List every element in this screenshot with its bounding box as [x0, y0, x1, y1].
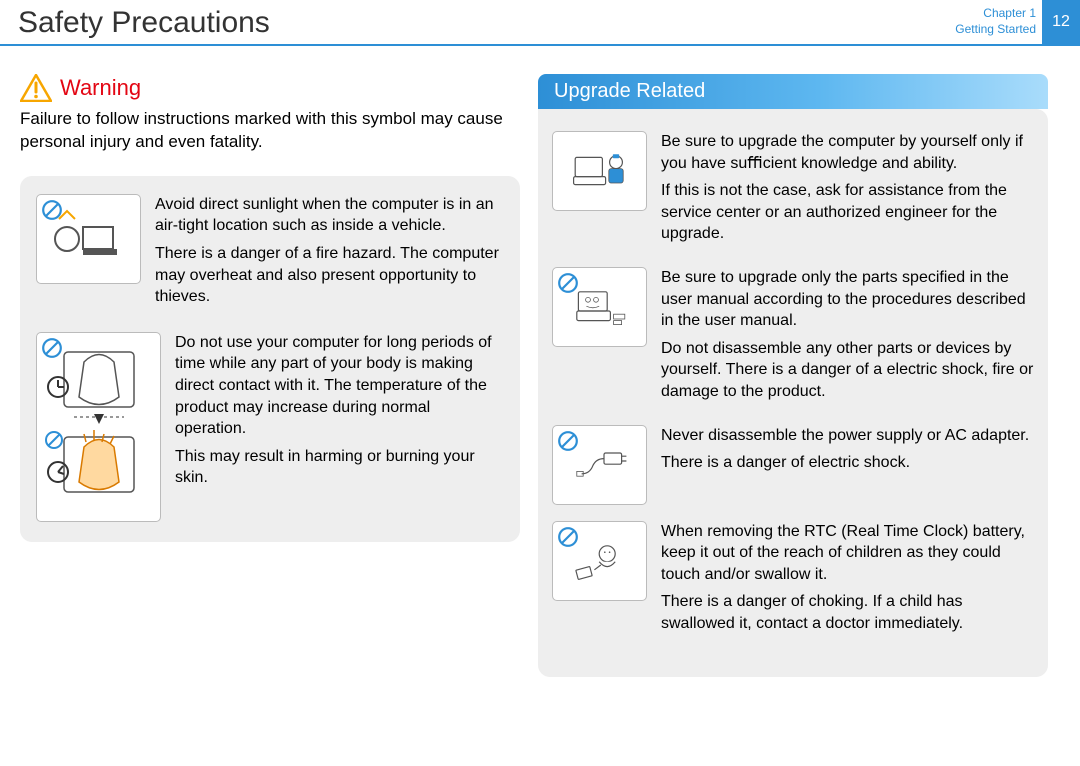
- entry-text: Do not use your computer for long period…: [175, 332, 504, 522]
- chapter-line-2: Getting Started: [955, 22, 1036, 38]
- right-panel: Be sure to upgrade the computer by yours…: [538, 109, 1048, 677]
- entry-paragraph: Do not disassemble any other parts or de…: [661, 338, 1040, 403]
- safety-entry: Be sure to upgrade only the parts speciﬁ…: [552, 267, 1040, 409]
- safety-entry: Never disassemble the power supply or AC…: [552, 425, 1040, 505]
- safety-entry: Be sure to upgrade the computer by yours…: [552, 131, 1040, 251]
- left-column: Warning Failure to follow instructions m…: [20, 74, 520, 677]
- entry-paragraph: There is a danger of electric shock.: [661, 452, 1029, 474]
- entry-text: Never disassemble the power supply or AC…: [661, 425, 1029, 505]
- page-header: Safety Precautions Chapter 1 Getting Sta…: [0, 0, 1080, 46]
- left-panel: Avoid direct sunlight when the computer …: [20, 176, 520, 542]
- warning-triangle-icon: [20, 74, 52, 102]
- entry-paragraph: Avoid direct sunlight when the computer …: [155, 194, 504, 237]
- page-title: Safety Precautions: [0, 0, 270, 44]
- adapter-icon: [552, 425, 647, 505]
- entry-text: Be sure to upgrade only the parts speciﬁ…: [661, 267, 1040, 409]
- header-right: Chapter 1 Getting Started 12: [955, 0, 1080, 44]
- entry-text: Be sure to upgrade the computer by yours…: [661, 131, 1040, 251]
- entry-paragraph: Never disassemble the power supply or AC…: [661, 425, 1029, 447]
- section-header: Upgrade Related: [538, 74, 1048, 109]
- entry-paragraph: There is a danger of choking. If a child…: [661, 591, 1040, 634]
- parts-icon: [552, 267, 647, 347]
- warning-header: Warning: [20, 74, 520, 102]
- warning-subtitle: Failure to follow instructions marked wi…: [20, 108, 520, 154]
- page-number-badge: 12: [1042, 0, 1080, 45]
- safety-entry: Avoid direct sunlight when the computer …: [36, 194, 504, 314]
- content-area: Warning Failure to follow instructions m…: [0, 46, 1080, 677]
- entry-paragraph: When removing the RTC (Real Time Clock) …: [661, 521, 1040, 586]
- child-battery-icon: [552, 521, 647, 601]
- chapter-line-1: Chapter 1: [955, 6, 1036, 22]
- entry-paragraph: If this is not the case, ask for assista…: [661, 180, 1040, 245]
- entry-paragraph: Do not use your computer for long period…: [175, 332, 504, 440]
- entry-paragraph: Be sure to upgrade only the parts speciﬁ…: [661, 267, 1040, 332]
- entry-text: Avoid direct sunlight when the computer …: [155, 194, 504, 314]
- warning-label: Warning: [60, 75, 141, 101]
- car-sunlight-icon: [36, 194, 141, 284]
- entry-paragraph: There is a danger of a ﬁre hazard. The c…: [155, 243, 504, 308]
- safety-entry: Do not use your computer for long period…: [36, 332, 504, 522]
- technician-icon: [552, 131, 647, 211]
- entry-paragraph: Be sure to upgrade the computer by yours…: [661, 131, 1040, 174]
- right-column: Upgrade Related Be sure to upgrade the c…: [538, 74, 1048, 677]
- entry-paragraph: This may result in harming or burning yo…: [175, 446, 504, 489]
- safety-entry: When removing the RTC (Real Time Clock) …: [552, 521, 1040, 641]
- entry-text: When removing the RTC (Real Time Clock) …: [661, 521, 1040, 641]
- body-heat-icon: [36, 332, 161, 522]
- chapter-info: Chapter 1 Getting Started: [955, 6, 1042, 37]
